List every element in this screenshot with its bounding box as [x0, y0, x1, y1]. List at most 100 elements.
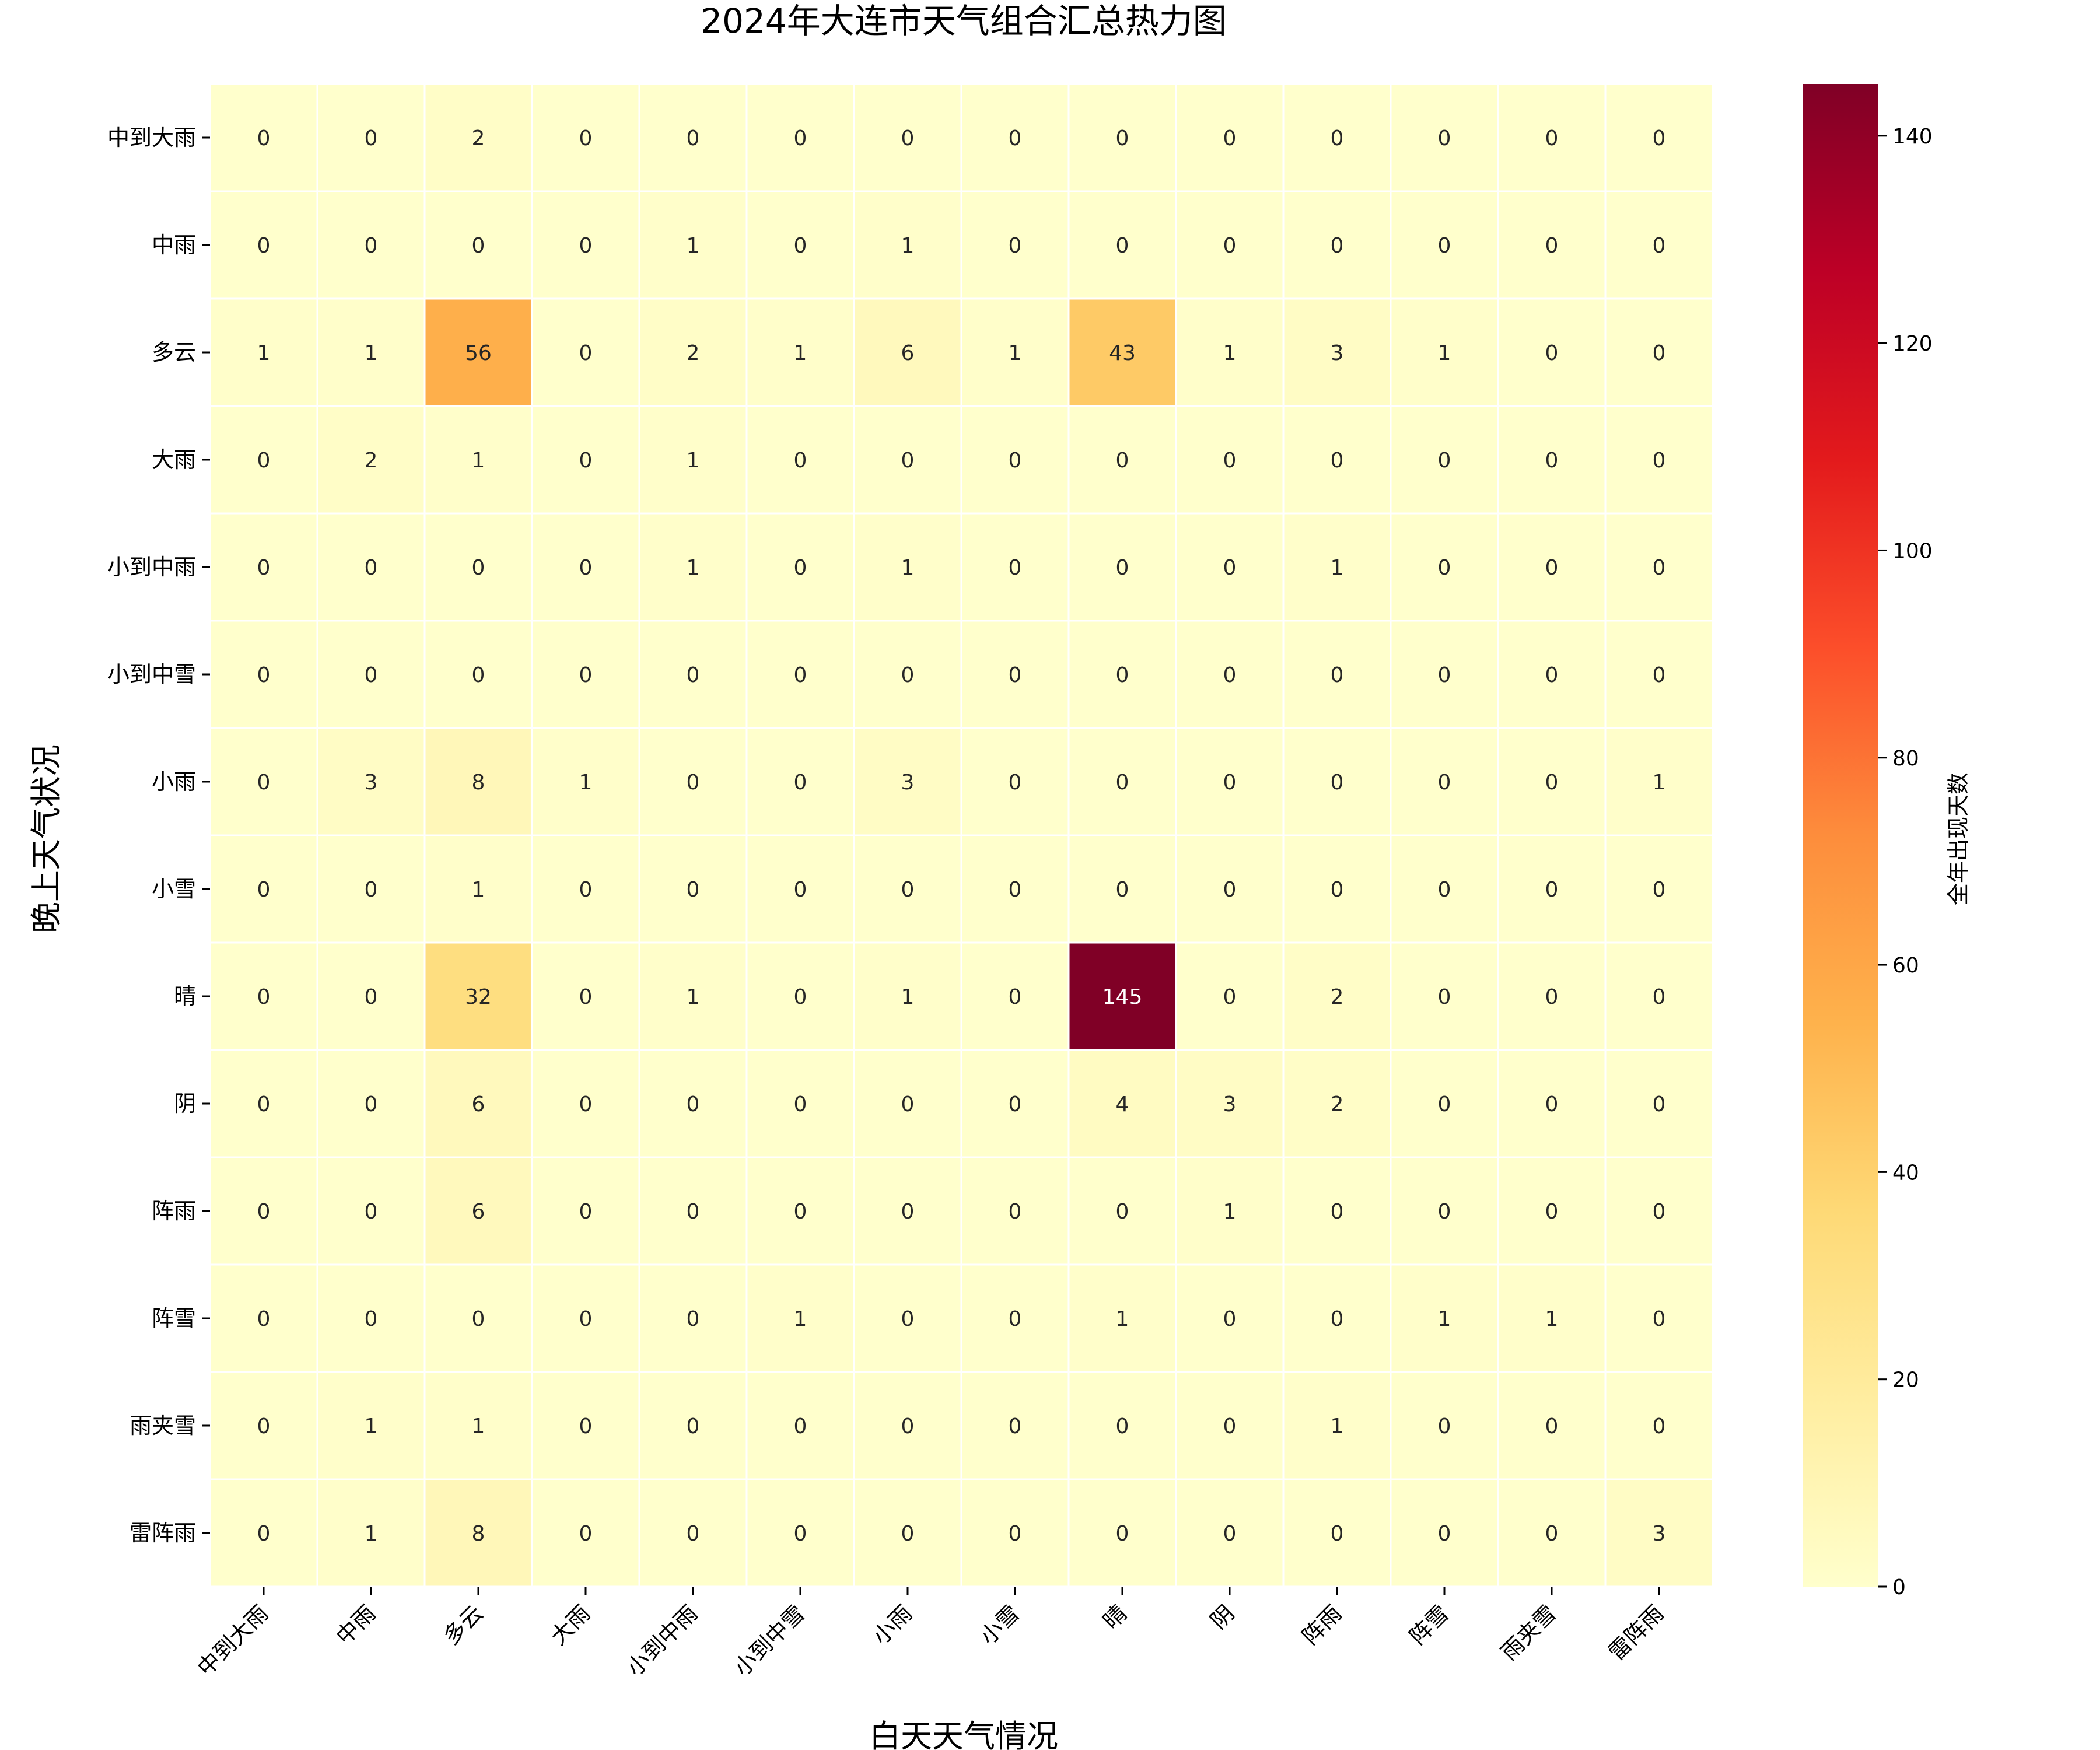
heatmap-cell — [1068, 298, 1177, 407]
colorbar: 0 20 40 60 80 100 120 140 全年出现天数 — [1803, 84, 1971, 1600]
x-tick-label: 晴 — [1098, 1600, 1132, 1634]
heatmap-cell — [746, 1478, 855, 1588]
x-tick-label: 雨夹雪 — [1496, 1600, 1562, 1665]
heatmap-cell — [424, 620, 533, 729]
cell-value-label: 0 — [1223, 1522, 1237, 1546]
heatmap-cell — [1282, 512, 1392, 622]
heatmap-cell — [1068, 1264, 1177, 1373]
cell-value-label: 0 — [1545, 449, 1559, 473]
cell-value-label: 0 — [794, 127, 807, 150]
cell-value-label: 0 — [257, 1522, 271, 1546]
heatmap-cell — [1497, 1049, 1606, 1158]
heatmap-cell — [209, 1049, 318, 1158]
heatmap-cell — [1497, 190, 1606, 300]
colorbar-tick-label: 0 — [1892, 1576, 1906, 1600]
heatmap-cell — [638, 1478, 748, 1588]
cell-value-label: 0 — [1653, 985, 1666, 1009]
cell-value-label: 0 — [1009, 1522, 1022, 1546]
x-tick-label: 小雨 — [868, 1600, 918, 1650]
cell-value-label: 0 — [1223, 1415, 1237, 1438]
heatmap-cell — [531, 620, 640, 729]
x-tick-label: 阵雪 — [1405, 1600, 1454, 1650]
cell-value-label: 0 — [1545, 556, 1559, 580]
cell-value-label: 0 — [687, 771, 700, 794]
cell-value-label: 0 — [579, 1415, 593, 1438]
heatmap-cell — [1604, 1478, 1714, 1588]
cell-value-label: 0 — [1438, 771, 1451, 794]
cell-value-label: 0 — [794, 1200, 807, 1224]
cell-value-label: 0 — [365, 556, 378, 580]
cell-value-label: 3 — [1653, 1522, 1666, 1546]
heatmap-cell — [1390, 1478, 1499, 1588]
cell-value-label: 0 — [901, 1415, 915, 1438]
cell-value-label: 1 — [472, 1415, 485, 1438]
cell-value-label: 0 — [579, 1093, 593, 1116]
heatmap-cell — [1390, 942, 1499, 1051]
heatmap-cell — [209, 1264, 318, 1373]
heatmap-cell — [638, 1049, 748, 1158]
heatmap-cell — [1282, 1478, 1392, 1588]
cell-value-label: 1 — [794, 341, 807, 365]
cell-value-label: 0 — [1331, 878, 1344, 902]
cell-value-label: 0 — [579, 127, 593, 150]
heatmap-cell — [1497, 1478, 1606, 1588]
cell-value-label: 0 — [1009, 771, 1022, 794]
cell-value-label: 0 — [901, 1200, 915, 1224]
x-tick-label: 大雨 — [546, 1600, 596, 1650]
cell-value-label: 0 — [794, 556, 807, 580]
cell-value-label: 0 — [365, 1307, 378, 1331]
cell-value-label: 0 — [1223, 663, 1237, 687]
cell-value-label: 0 — [1116, 1522, 1129, 1546]
cell-value-label: 0 — [1116, 1415, 1129, 1438]
cell-value-label: 0 — [1545, 341, 1559, 365]
cell-value-label: 0 — [257, 1093, 271, 1116]
colorbar-tick-label: 80 — [1892, 747, 1919, 771]
cell-value-label: 0 — [365, 985, 378, 1009]
heatmap-cell — [1068, 1371, 1177, 1480]
cell-value-label: 0 — [365, 127, 378, 150]
heatmap-cell — [1282, 298, 1392, 407]
heatmap-cell — [209, 727, 318, 836]
heatmap-cell — [1068, 942, 1177, 1051]
cell-value-label: 0 — [794, 663, 807, 687]
cell-value-label: 0 — [472, 663, 485, 687]
cell-value-label: 0 — [1009, 1415, 1022, 1438]
cell-value-label: 1 — [1009, 341, 1022, 365]
cell-value-label: 0 — [1438, 127, 1451, 150]
cell-value-label: 0 — [901, 1307, 915, 1331]
heatmap-cell — [209, 1478, 318, 1588]
cell-value-label: 1 — [687, 234, 700, 258]
heatmap-cell — [531, 1049, 640, 1158]
cell-value-label: 0 — [901, 1522, 915, 1546]
cell-value-label: 0 — [257, 449, 271, 473]
heatmap-cell — [531, 942, 640, 1051]
cell-value-label: 0 — [1223, 1307, 1237, 1331]
cell-value-label: 0 — [579, 1522, 593, 1546]
y-tick-label: 小到中雨 — [107, 554, 196, 580]
cell-value-label: 0 — [1438, 1522, 1451, 1546]
heatmap-cell — [853, 1478, 963, 1588]
cell-value-label: 8 — [472, 1522, 485, 1546]
cell-value-label: 0 — [1653, 1200, 1666, 1224]
heatmap-cell — [209, 405, 318, 514]
cell-value-label: 0 — [1545, 1522, 1559, 1546]
cell-value-label: 0 — [1223, 556, 1237, 580]
heatmap-cell — [424, 1049, 533, 1158]
cell-value-label: 0 — [1653, 1093, 1666, 1116]
cell-value-label: 0 — [579, 341, 593, 365]
cell-value-label: 2 — [687, 341, 700, 365]
cell-value-label: 0 — [794, 1522, 807, 1546]
cell-value-label: 0 — [1331, 1522, 1344, 1546]
heatmap-cell — [1175, 83, 1284, 192]
heatmap-cell — [316, 1156, 426, 1266]
cell-value-label: 0 — [365, 663, 378, 687]
cell-value-label: 1 — [1223, 341, 1237, 365]
cell-value-label: 0 — [1116, 771, 1129, 794]
heatmap-cell — [853, 405, 963, 514]
cell-value-label: 0 — [794, 878, 807, 902]
heatmap-cell — [424, 190, 533, 300]
heatmap-cell — [424, 727, 533, 836]
cell-value-label: 2 — [472, 127, 485, 150]
cell-value-label: 0 — [1438, 1200, 1451, 1224]
heatmap-cell — [638, 727, 748, 836]
